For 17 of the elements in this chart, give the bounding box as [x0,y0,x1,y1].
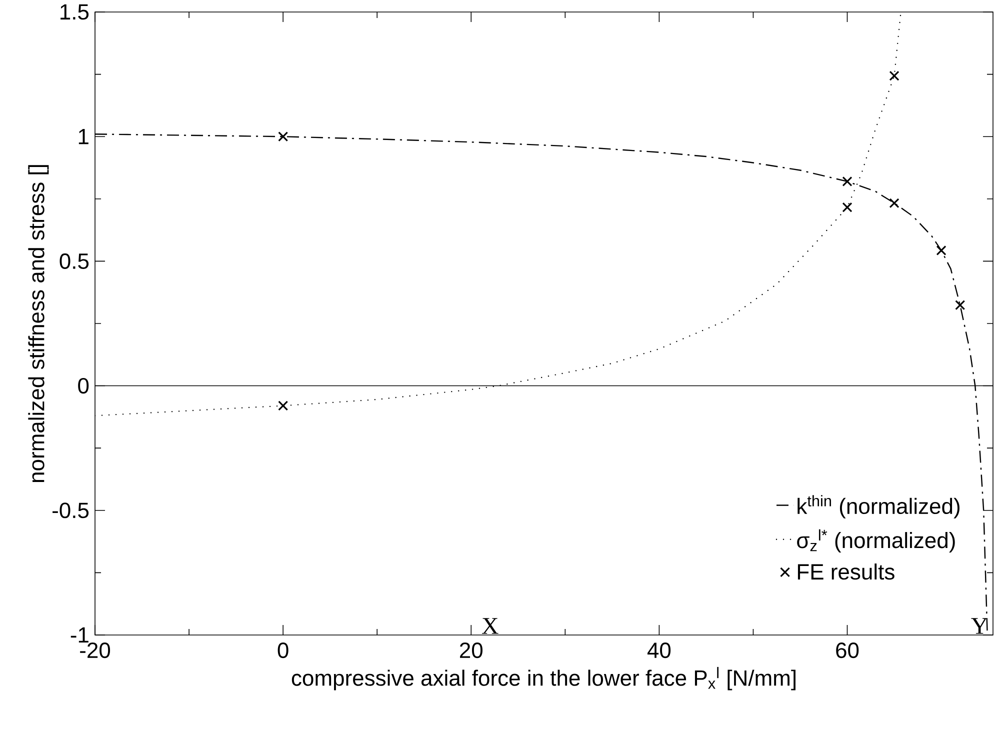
annotation: X [482,618,498,634]
y-tick-label: -0.5 [52,502,89,518]
y-axis-title: normalized stiffness and stress [] [28,165,49,482]
y-tick-label: 1 [78,129,88,144]
y-tick-label: 0.5 [60,253,89,269]
x-tick-label: 60 [836,642,859,658]
x-tick-label: 40 [647,642,671,658]
x-tick-label: 20 [460,642,482,658]
legend-label: σ$_{z}$$^{l*}$ (normalized) [797,529,955,553]
y-tick-label: -1 [70,627,88,643]
legend-label: FE results [798,563,894,580]
legend-label: k$^{thin}$ (normalized) [798,495,960,518]
x-tick-label: -20 [80,642,110,658]
x-tick-label: 0 [278,642,288,658]
y-tick-label: 0 [78,378,89,394]
x-axis-title: compressive axial force in the lower face P$_{x}$$^{l}$ [N/mm] [292,666,796,690]
y-tick-label: 1.5 [60,4,89,20]
